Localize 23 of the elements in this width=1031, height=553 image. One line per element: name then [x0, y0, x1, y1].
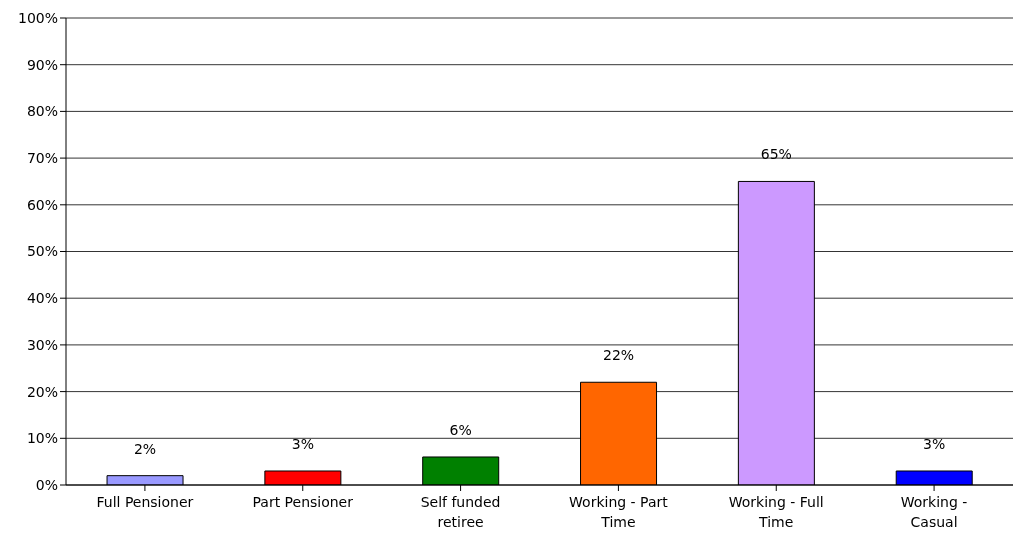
y-tick-label: 80% [26, 103, 58, 120]
y-tick-label: 90% [26, 56, 58, 73]
x-tick-label: Part Pensioner [252, 494, 354, 510]
x-tick-label: Working - Full Time [728, 494, 824, 530]
x-tick-label: Full Pensioner [96, 494, 194, 510]
y-tick-label: 60% [26, 196, 58, 213]
x-tick-label: Working - Casual [900, 494, 968, 530]
y-tick-label: 50% [26, 243, 58, 260]
data-label: 22% [602, 347, 635, 364]
y-tick-label: 20% [26, 383, 58, 400]
x-tick-label: Working - Part Time [569, 494, 669, 530]
y-tick-label: 0% [35, 476, 58, 493]
data-label: 6% [449, 421, 472, 438]
y-tick-label: 40% [26, 290, 58, 307]
data-label: 2% [133, 440, 157, 457]
y-tick-label: 100% [17, 9, 58, 26]
data-label: 65% [760, 146, 792, 163]
x-tick-label: Self funded retiree [420, 494, 501, 530]
data-label: 3% [923, 435, 946, 452]
data-label: 3% [291, 435, 314, 452]
y-tick-label: 30% [26, 336, 58, 353]
y-tick-label: 10% [26, 430, 58, 447]
y-tick-label: 70% [26, 150, 58, 167]
